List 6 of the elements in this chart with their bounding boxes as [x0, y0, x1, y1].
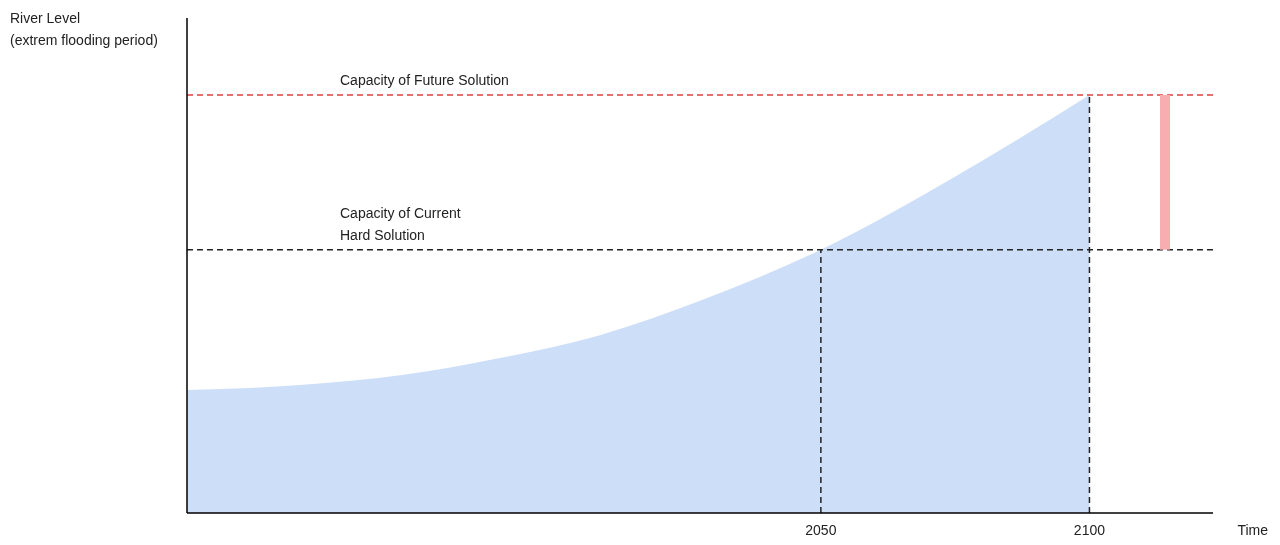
- y-axis-title: River Level (extrem flooding period): [10, 10, 158, 48]
- x-axis-title: Time: [1237, 522, 1269, 538]
- ref-line-label: Capacity of Future Solution: [340, 72, 509, 88]
- x-tick-label: 2100: [1073, 522, 1106, 538]
- ref-line-label: Capacity of Current Hard Solution: [340, 204, 461, 243]
- x-tick-label: 2050: [805, 522, 837, 538]
